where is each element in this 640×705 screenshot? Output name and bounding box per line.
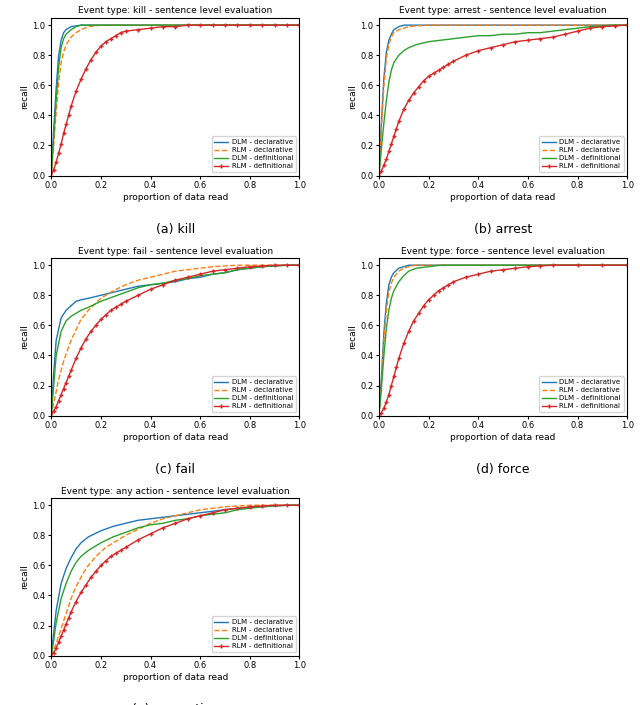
Text: (e) any action: (e) any action xyxy=(132,703,219,705)
Y-axis label: recall: recall xyxy=(348,324,357,349)
Text: (a) kill: (a) kill xyxy=(156,223,195,236)
Title: Event type: any action - sentence level evaluation: Event type: any action - sentence level … xyxy=(61,486,290,496)
Text: (d) force: (d) force xyxy=(476,463,530,476)
X-axis label: proportion of data read: proportion of data read xyxy=(123,433,228,442)
Y-axis label: recall: recall xyxy=(20,84,29,109)
Y-axis label: recall: recall xyxy=(20,564,29,589)
X-axis label: proportion of data read: proportion of data read xyxy=(123,673,228,682)
X-axis label: proportion of data read: proportion of data read xyxy=(451,433,556,442)
Text: (b) arrest: (b) arrest xyxy=(474,223,532,236)
Legend: DLM - declarative, RLM - declarative, DLM - definitional, RLM - definitional: DLM - declarative, RLM - declarative, DL… xyxy=(540,136,624,172)
Text: (c) fail: (c) fail xyxy=(156,463,195,476)
X-axis label: proportion of data read: proportion of data read xyxy=(451,193,556,202)
Y-axis label: recall: recall xyxy=(20,324,29,349)
Legend: DLM - declarative, RLM - declarative, DLM - definitional, RLM - definitional: DLM - declarative, RLM - declarative, DL… xyxy=(212,136,296,172)
Legend: DLM - declarative, RLM - declarative, DLM - definitional, RLM - definitional: DLM - declarative, RLM - declarative, DL… xyxy=(212,616,296,652)
Legend: DLM - declarative, RLM - declarative, DLM - definitional, RLM - definitional: DLM - declarative, RLM - declarative, DL… xyxy=(212,376,296,412)
Title: Event type: force - sentence level evaluation: Event type: force - sentence level evalu… xyxy=(401,247,605,255)
Y-axis label: recall: recall xyxy=(348,84,357,109)
Legend: DLM - declarative, RLM - declarative, DLM - definitional, RLM - definitional: DLM - declarative, RLM - declarative, DL… xyxy=(540,376,624,412)
Title: Event type: arrest - sentence level evaluation: Event type: arrest - sentence level eval… xyxy=(399,6,607,16)
X-axis label: proportion of data read: proportion of data read xyxy=(123,193,228,202)
Title: Event type: kill - sentence level evaluation: Event type: kill - sentence level evalua… xyxy=(78,6,273,16)
Title: Event type: fail - sentence level evaluation: Event type: fail - sentence level evalua… xyxy=(78,247,273,255)
